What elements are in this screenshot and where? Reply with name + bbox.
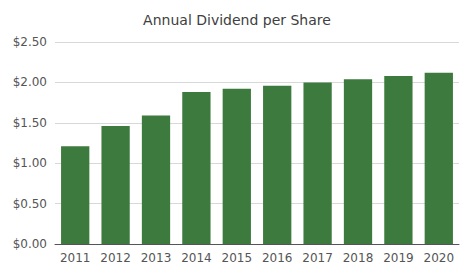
svg-text:$1.50: $1.50 [13, 116, 47, 130]
svg-text:Annual Dividend per Share: Annual Dividend per Share [143, 12, 331, 28]
svg-text:2018: 2018 [343, 251, 374, 265]
svg-text:2013: 2013 [141, 251, 172, 265]
svg-text:$0.00: $0.00 [13, 237, 47, 251]
svg-text:$2.00: $2.00 [13, 75, 47, 89]
svg-text:2012: 2012 [100, 251, 131, 265]
svg-text:2019: 2019 [383, 251, 414, 265]
svg-text:2016: 2016 [262, 251, 293, 265]
svg-text:$1.00: $1.00 [13, 156, 47, 170]
svg-text:2015: 2015 [222, 251, 253, 265]
svg-text:2017: 2017 [302, 251, 333, 265]
svg-text:2011: 2011 [60, 251, 91, 265]
svg-text:2014: 2014 [181, 251, 212, 265]
svg-text:$2.50: $2.50 [13, 35, 47, 49]
svg-text:$0.50: $0.50 [13, 197, 47, 211]
svg-text:2020: 2020 [424, 251, 455, 265]
